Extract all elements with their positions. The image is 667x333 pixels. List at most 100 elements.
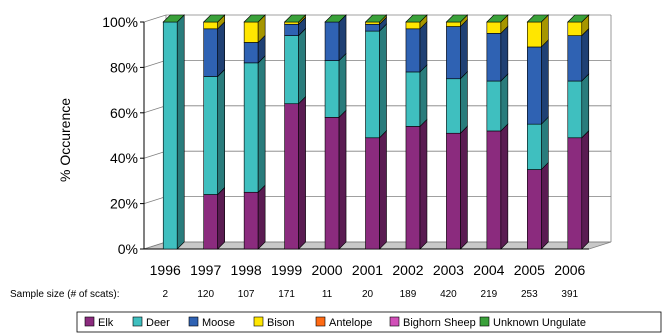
bar-segment-side: [581, 130, 590, 250]
y-tick-label: 0%: [118, 241, 138, 257]
bar-segment: [203, 28, 218, 77]
bar-segment: [486, 33, 502, 82]
bar-segment: [486, 130, 502, 250]
bar-segment: [284, 103, 299, 250]
bar-segment-side: [500, 73, 509, 132]
y-tick-label: 100%: [102, 14, 138, 30]
bar-top-cap: [283, 14, 307, 23]
sample-size-value: 2: [162, 289, 168, 300]
x-tick-label: 1997: [190, 262, 221, 278]
bar-segment-side: [379, 23, 387, 139]
bar-stack-2002: [405, 14, 428, 250]
bar-segment: [405, 21, 421, 30]
bar-segment-side: [581, 27, 590, 82]
bar-top-cap: [202, 14, 226, 23]
sample-size-value: 189: [400, 289, 417, 300]
legend-item-elk: Elk: [84, 316, 114, 329]
gridline-side: [143, 14, 167, 23]
bar-segment-side: [257, 184, 266, 250]
bar-segment: [405, 71, 421, 127]
bar-stack-2005: [526, 14, 550, 250]
bar-segment: [446, 26, 461, 80]
bar-stack-2001: [364, 14, 388, 250]
bar-segment-side: [500, 123, 509, 250]
bar-stack-2000: [324, 14, 347, 250]
bar-segment: [243, 191, 259, 250]
bar-stack-2003: [445, 14, 469, 250]
x-tick-label: 2003: [433, 262, 464, 278]
legend-label: Bighorn Sheep: [403, 317, 476, 329]
bar-top-cap: [405, 14, 428, 23]
legend-label: Bison: [267, 317, 295, 329]
legend-label: Antelope: [329, 317, 372, 329]
bar-segment-side: [460, 71, 468, 134]
legend-swatch: [188, 316, 199, 327]
bar-segment-side: [298, 95, 306, 250]
sample-size-value: 171: [278, 289, 295, 300]
legend-swatch: [315, 316, 326, 327]
x-tick-label: 1999: [271, 262, 302, 278]
x-tick-label: 2004: [473, 262, 504, 278]
bar-segment-side: [581, 73, 590, 139]
bar-segment: [365, 137, 380, 250]
gridline-side: [143, 150, 167, 159]
legend-swatch: [132, 316, 143, 327]
bar-stack-1997: [202, 14, 226, 250]
x-tick-label: 2005: [514, 262, 545, 278]
bar-segment: [567, 21, 583, 36]
bar-segment: [527, 123, 542, 170]
bar-top-cap: [364, 14, 388, 23]
bar-stack-1999: [283, 14, 307, 250]
sample-size-values: 2 120 107 171 11 20 189 420 219 253 391: [162, 289, 578, 300]
bar-segment-side: [217, 21, 225, 78]
bar-segment-side: [500, 25, 509, 82]
legend-swatch: [389, 316, 400, 327]
bar-segment-side: [298, 27, 306, 105]
bar-segment: [446, 78, 461, 134]
bar-segment: [324, 117, 340, 250]
bar-top-cap: [324, 14, 347, 23]
bar-segment-side: [338, 109, 347, 250]
chart-legend: Elk Deer Moose Bison Antelope Bighorn Sheep Un…: [76, 311, 662, 333]
legend-swatch: [84, 316, 95, 327]
bar-segment: [243, 62, 259, 193]
bar-segment-side: [460, 18, 468, 80]
bar-segment-side: [379, 130, 387, 250]
legend-label: Deer: [146, 317, 170, 329]
x-tick-label: 2006: [554, 262, 585, 278]
bar-segment: [405, 28, 421, 73]
x-tick-label: 1996: [150, 262, 181, 278]
bar-top-cap: [567, 14, 590, 23]
bar-segment: [162, 21, 178, 250]
sample-size-value: 253: [521, 289, 538, 300]
legend-item-bighorn-sheep: Bighorn Sheep: [389, 316, 476, 329]
sample-size-value: 120: [197, 289, 214, 300]
bar-segment: [365, 21, 380, 25]
bar-segment: [324, 60, 340, 118]
bar-segment: [243, 42, 259, 64]
bar-segment: [527, 21, 542, 48]
sample-size-value: 420: [440, 289, 457, 300]
gridline-side: [143, 196, 167, 204]
bar-segment-side: [257, 55, 266, 193]
sample-size-value: 11: [322, 289, 333, 300]
bar-segment: [405, 126, 421, 250]
y-tick-label: 80%: [110, 59, 138, 75]
bar-segment: [446, 132, 461, 250]
y-axis-tick-labels: 0% 20% 40% 60% 80% 100%: [102, 14, 138, 257]
x-tick-label: 2001: [352, 262, 383, 278]
legend-swatch: [479, 316, 490, 327]
legend-label: Moose: [202, 317, 235, 329]
legend-swatch: [253, 316, 264, 327]
bar-segment: [567, 137, 583, 250]
y-axis-label: % Occurence: [57, 98, 73, 182]
legend-box: [76, 311, 662, 333]
x-tick-label: 2000: [311, 262, 342, 278]
bar-stack-1998: [243, 14, 266, 250]
x-axis-tick-labels: 1996 1997 1998 1999 2000 2001 2002 2003 2004 2005…: [150, 262, 586, 278]
legend-item-bison: Bison: [253, 316, 295, 329]
sample-size-value: 219: [481, 289, 498, 300]
bar-segment: [486, 21, 502, 34]
bar-segment: [284, 23, 299, 36]
